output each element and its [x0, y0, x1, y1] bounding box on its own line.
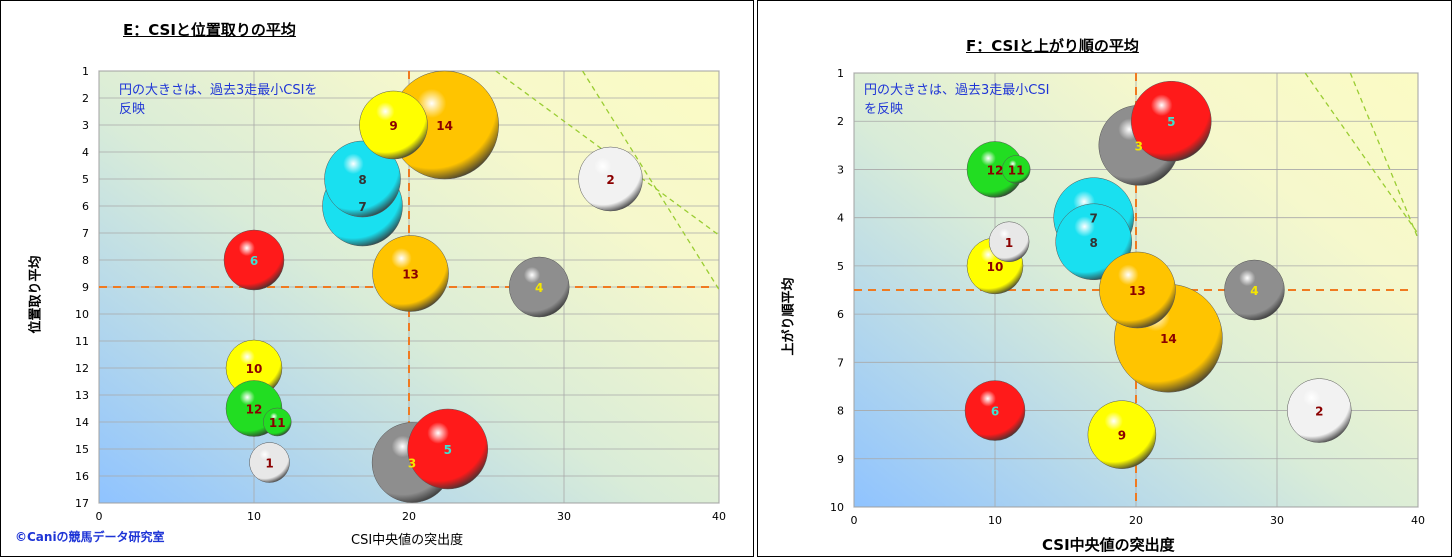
- size-note-e: 円の大きさは、過去3走最小CSIを 反映: [119, 83, 318, 117]
- bubble-label-6: 6: [991, 405, 999, 419]
- bubble-13: [1099, 251, 1176, 329]
- bubble-chart-e: 0 10 20 30 401234567891011121314151617123456…: [75, 65, 726, 523]
- y-tick-label: 14: [75, 416, 89, 429]
- bubble-label-7: 7: [358, 200, 366, 214]
- bubble-label-5: 5: [1167, 115, 1175, 129]
- x-tick-label: 30: [557, 510, 571, 523]
- bubble-label-8: 8: [358, 173, 366, 187]
- diagonal-guide-line: [582, 71, 719, 291]
- y-tick-label: 1: [837, 67, 844, 80]
- bubble-1: [249, 442, 290, 483]
- y-tick-label: 4: [837, 212, 844, 225]
- bubble-label-13: 13: [402, 268, 419, 282]
- bubble-label-1: 1: [1005, 236, 1013, 250]
- bubble-11: [1001, 155, 1031, 184]
- y-tick-label: 10: [75, 308, 89, 321]
- y-tick-label: 3: [837, 163, 844, 176]
- bubble-2: [1287, 378, 1352, 443]
- y-tick-label: 9: [82, 281, 89, 294]
- y-tick-label: 8: [82, 254, 89, 267]
- bubble-11: [263, 407, 292, 437]
- x-axis-label-f: CSI中央値の突出度: [1042, 536, 1175, 554]
- bubble-label-2: 2: [1315, 405, 1323, 419]
- y-tick-label: 11: [75, 335, 89, 348]
- bubble-label-12: 12: [246, 403, 263, 417]
- y-tick-label: 2: [82, 92, 89, 105]
- bubble-4: [1224, 259, 1285, 321]
- bubble-label-14: 14: [436, 119, 453, 133]
- x-tick-label: 30: [1270, 514, 1284, 527]
- y-tick-label: 16: [75, 470, 89, 483]
- y-tick-label: 12: [75, 362, 89, 375]
- bubble-4: [508, 256, 570, 318]
- bubble-label-13: 13: [1129, 284, 1146, 298]
- chart-title-f: F：CSIと上がり順の平均: [966, 37, 1139, 55]
- x-axis-label-e: CSI中央値の突出度: [351, 533, 464, 548]
- bubble-5: [1131, 80, 1212, 162]
- chart-title-e: E：CSIと位置取りの平均: [123, 21, 296, 39]
- bubble-label-11: 11: [1008, 163, 1025, 177]
- bubble-label-14: 14: [1160, 332, 1177, 346]
- y-tick-label: 3: [82, 119, 89, 132]
- bubble-label-2: 2: [606, 173, 614, 187]
- y-tick-label: 15: [75, 443, 89, 456]
- bubble-6: [223, 229, 285, 291]
- diagonal-guide-line: [1304, 73, 1418, 234]
- bubble-9: [359, 90, 428, 160]
- bubble-label-4: 4: [535, 281, 543, 295]
- y-tick-label: 10: [830, 501, 844, 514]
- bubble-label-3: 3: [1135, 139, 1143, 153]
- y-tick-label: 2: [837, 115, 844, 128]
- x-tick-label: 20: [402, 510, 416, 523]
- y-tick-label: 5: [837, 260, 844, 273]
- x-tick-label: 20: [1129, 514, 1143, 527]
- size-note-f: 円の大きさは、過去3走最小CSI を反映: [864, 83, 1050, 117]
- bubble-label-9: 9: [389, 119, 397, 133]
- y-tick-label: 5: [82, 173, 89, 186]
- bubble-label-10: 10: [246, 362, 263, 376]
- bubble-label-7: 7: [1090, 212, 1098, 226]
- y-tick-label: 8: [837, 405, 844, 418]
- bubble-label-4: 4: [1250, 284, 1258, 298]
- bubble-label-11: 11: [269, 416, 286, 430]
- bubble-label-6: 6: [250, 254, 258, 268]
- bubble-label-1: 1: [265, 457, 273, 471]
- x-tick-label: 0: [851, 514, 858, 527]
- bubble-label-9: 9: [1118, 429, 1126, 443]
- bubble-8: [324, 140, 401, 218]
- chart-panel-f: F：CSIと上がり順の平均 上がり順平均 CSI中央値の突出度 0 10 20 30 4…: [757, 0, 1452, 557]
- bubble-label-5: 5: [444, 443, 452, 457]
- copyright-text: ©Caniの競馬データ研究室: [15, 530, 165, 544]
- bubble-label-3: 3: [408, 457, 416, 471]
- y-tick-label: 7: [837, 356, 844, 369]
- x-tick-label: 40: [1411, 514, 1425, 527]
- x-tick-label: 40: [712, 510, 726, 523]
- bubble-13: [372, 235, 449, 312]
- y-tick-label: 9: [837, 453, 844, 466]
- x-tick-label: 10: [247, 510, 261, 523]
- chart-panel-e: E：CSIと位置取りの平均 位置取り平均 CSI中央値の突出度 0 10 20 30 4…: [0, 0, 754, 557]
- y-tick-label: 7: [82, 227, 89, 240]
- bubble-9: [1087, 400, 1157, 469]
- y-tick-label: 1: [82, 65, 89, 78]
- y-tick-label: 17: [75, 497, 89, 510]
- bubble-2: [578, 146, 643, 212]
- bubble-6: [964, 380, 1026, 441]
- y-tick-label: 13: [75, 389, 89, 402]
- bubble-1: [988, 221, 1030, 263]
- diagonal-guide-line: [1349, 73, 1418, 241]
- x-tick-label: 10: [988, 514, 1002, 527]
- y-tick-label: 6: [82, 200, 89, 213]
- y-tick-label: 6: [837, 308, 844, 321]
- x-tick-label: 0: [96, 510, 103, 523]
- bubble-label-12: 12: [987, 163, 1004, 177]
- bubble-label-8: 8: [1090, 236, 1098, 250]
- bubble-5: [407, 408, 488, 490]
- bubble-8: [1055, 203, 1132, 281]
- y-tick-label: 4: [82, 146, 89, 159]
- bubble-label-10: 10: [987, 260, 1004, 274]
